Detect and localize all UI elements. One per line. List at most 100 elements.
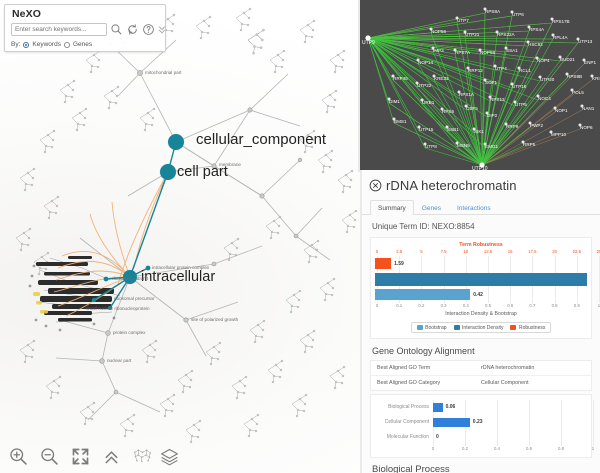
tab-interactions[interactable]: Interactions (456, 205, 491, 212)
search-icon[interactable] (110, 23, 123, 36)
gene-label-pwp2: PWP2 (530, 123, 543, 128)
go-value-category: Cellular Component (481, 380, 529, 386)
legend-label-interaction-density: Interaction Density (462, 324, 504, 331)
go-gridline-2 (497, 400, 498, 446)
go-axis-tick-4: 0.8 (558, 446, 564, 451)
bottom-axis-tick-3: 0.3 (440, 303, 447, 308)
gene-hub-utp10 (479, 162, 485, 168)
gene-label-rps9b: RPS9B (567, 74, 582, 79)
zoom-out-icon[interactable] (39, 446, 60, 467)
node-cell-part[interactable] (160, 164, 176, 180)
gene-label-pol5: POL5 (572, 90, 584, 95)
node-intracellular[interactable] (123, 270, 137, 284)
bar-row-robustness: 1.59 (375, 258, 587, 269)
zoom-in-icon[interactable] (8, 446, 29, 467)
go-chart-xaxis: 0 0.2 0.4 0.6 0.8 1 (432, 446, 594, 454)
layers-icon[interactable] (159, 446, 180, 467)
gene-label-utp21: UTP21 (465, 32, 480, 37)
gene-label-cbf5: CBF5 (466, 106, 478, 111)
gene-network-svg: RPS8A UTP6 UTP7 RPS17B NOP56 UTP21 RPS22A RPS4A… (362, 7, 600, 170)
chevron-down-icon[interactable] (158, 24, 166, 35)
fit-to-screen-icon[interactable] (70, 446, 91, 467)
go-chart-plot: Biological Process 0.06 Cellular Compone… (375, 400, 594, 446)
gene-label-utp10: UTP10 (472, 166, 488, 170)
gene-label-nop56: NOP56 (431, 29, 447, 34)
panel-title: rDNA heterochromatin (386, 178, 517, 193)
bar-bootstrap[interactable] (375, 289, 471, 300)
gene-label-msn5: MSN5 (457, 143, 470, 148)
gene-label-bms1: BMS1 (394, 119, 407, 124)
bar-interaction-density[interactable] (375, 273, 587, 286)
node-cellular-component[interactable] (168, 134, 184, 150)
view-toolbar (8, 446, 180, 467)
top-axis-tick-5: 12.5 (483, 249, 493, 254)
gene-label-rrp45: RRP45 (393, 76, 408, 81)
node-label-nuclear-part: nuclear part (107, 358, 132, 363)
go-value-cellular-component: 0.23 (472, 419, 483, 425)
search-input[interactable] (11, 23, 107, 36)
gene-label-rps13: RPS13 (490, 97, 505, 102)
gene-label-rrp9: RRP9 (506, 124, 519, 129)
tab-genes[interactable]: Genes (421, 205, 441, 212)
help-icon[interactable] (142, 23, 155, 36)
bottom-axis-tick-7: 0.7 (529, 303, 536, 308)
gene-interaction-network[interactable]: RPS8A UTP6 UTP7 RPS17B NOP56 UTP21 RPS22A RPS4A… (358, 0, 600, 172)
gene-label-utp18: UTP18 (512, 84, 527, 89)
reset-icon[interactable] (126, 23, 139, 36)
node-label-cell-part: cell part (177, 164, 228, 180)
gene-label-rpl4a: RPL4A (553, 35, 568, 40)
gene-label-utp13: UTP13 (578, 39, 593, 44)
go-bar-row-bp: Biological Process 0.06 (375, 401, 587, 413)
node-label-ribosomal-precursor: ribosomal precursor (114, 296, 155, 301)
bottom-axis-tick-5: 0.5 (485, 303, 491, 308)
gene-label-sof1: SOF1 (485, 80, 497, 85)
top-axis-tick-10: 25 (596, 249, 600, 254)
go-value-molecular-function: 0 (436, 434, 439, 440)
gene-label-utp6: UTP6 (512, 12, 524, 17)
go-axis-tick-5: 1 (591, 446, 595, 451)
node-label-cellular-component: cellular_component (196, 131, 327, 148)
bar-value-robustness: 1.59 (394, 260, 404, 267)
biological-process-title: Biological Process (372, 464, 450, 473)
gene-label-rps22a: RPS22A (497, 32, 516, 37)
bottom-axis-tick-2: 0.2 (418, 303, 425, 308)
bar-robustness[interactable] (375, 258, 392, 269)
go-gridline-5 (593, 400, 594, 446)
gene-label-nop1: NOP1 (555, 108, 568, 113)
gene-label-utp9: UTP9 (362, 40, 375, 46)
legend-item-interaction-density: Interaction Density (453, 324, 504, 331)
gene-label-utp5: UTP5 (515, 102, 527, 107)
gene-label-rrp12: RRP12 (468, 68, 483, 73)
gene-label-nop4: NOP4 (537, 58, 550, 63)
go-alignment-table: Best Aligned GO Term rDNA heterochromati… (370, 360, 592, 391)
bottom-axis-tick-9: 0.9 (573, 303, 580, 308)
close-circle-icon[interactable] (369, 179, 382, 192)
bottom-axis-tick-8: 0.8 (551, 303, 558, 308)
chart-xlabel: Interaction Density & Bootstrap (445, 311, 517, 317)
radio-genes[interactable] (63, 41, 70, 48)
chart-top-axis: 0 2.5 5 7.5 10 12.5 15 17.5 20 22.5 25 (375, 249, 600, 256)
bar-row-interaction-density (375, 273, 587, 286)
by-label: By: (11, 41, 21, 48)
bottom-axis-tick-10: 1 (597, 303, 600, 308)
go-axis-tick-1: 0.2 (462, 446, 468, 451)
top-axis-tick-4: 10 (463, 249, 469, 254)
ontology-thumbnail-icon[interactable] (132, 446, 153, 467)
gene-label-noc4: NOC4 (538, 96, 551, 101)
bottom-axis-tick-1: 0.1 (396, 303, 403, 308)
top-axis-tick-7: 17.5 (528, 249, 537, 254)
app-title: NeXO (12, 8, 41, 20)
bottom-axis-tick-4: 0.4 (462, 303, 469, 308)
bottom-axis-tick-6: 0.6 (507, 303, 514, 308)
go-value-biological-process: 0.06 (445, 404, 456, 410)
collapse-all-icon[interactable] (101, 446, 122, 467)
go-axis-tick-2: 0.4 (494, 446, 500, 451)
radio-keywords[interactable] (23, 41, 30, 48)
top-axis-tick-6: 15 (507, 249, 513, 254)
go-bar-biological-process[interactable] (433, 402, 443, 412)
legend-item-bootstrap: Bootstrap (416, 325, 447, 331)
tab-summary[interactable]: Summary (370, 200, 414, 215)
chart-legend: Bootstrap Interaction Density Robustness (410, 322, 552, 333)
go-bar-cellular-component[interactable] (433, 417, 470, 427)
gene-label-nop58: NOP58 (480, 50, 496, 55)
